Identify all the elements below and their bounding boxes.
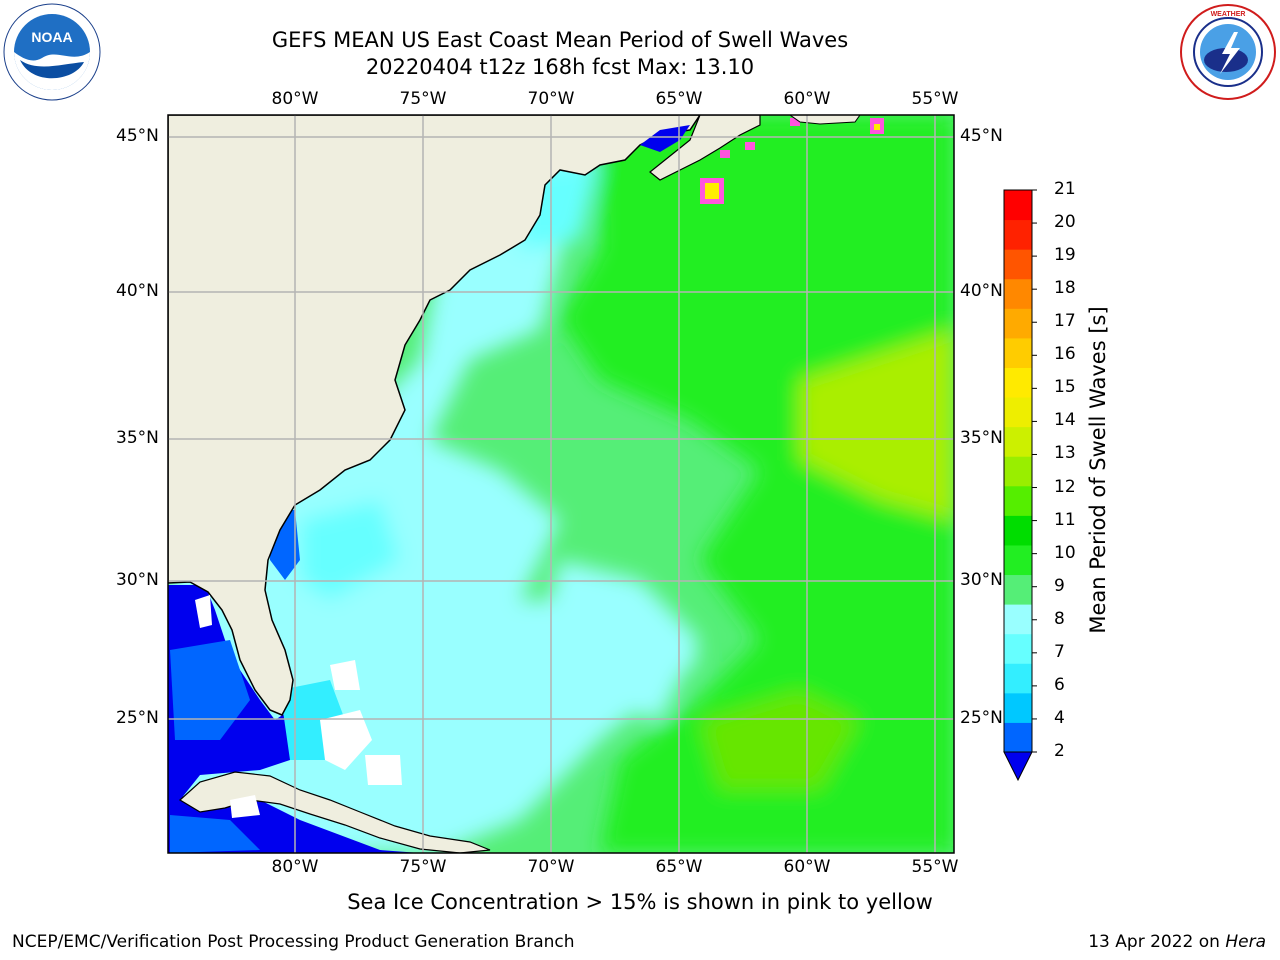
colorbar-swatch [1004,308,1032,339]
sea-ice-note: Sea Ice Concentration > 15% is shown in … [347,890,933,914]
lat-label-right: 25°N [960,708,1003,728]
lat-label-left: 35°N [116,428,159,448]
host-name: Hera [1225,932,1266,952]
chart-subtitle: 20220404 t12z 168h fcst Max: 13.10 [365,55,755,79]
colorbar-tick-label: 21 [1054,179,1076,199]
map-frame [167,114,955,854]
lon-label-top: 80°W [271,89,319,109]
lon-label-top: 60°W [783,89,831,109]
colorbar-tick-label: 18 [1054,278,1076,299]
colorbar-tick-label: 12 [1054,476,1076,497]
lat-label-left: 25°N [116,708,159,728]
colorbar-frame [1003,189,1033,753]
colorbar-swatch [1004,604,1032,635]
lat-label-right: 35°N [960,428,1003,448]
lon-label-bottom: 80°W [271,857,319,877]
lat-label-left: 40°N [116,281,159,301]
land-nova-scotia [649,115,761,181]
lat-label-right: 45°N [960,126,1003,146]
nws-logo: WEATHER [1178,2,1278,102]
colorbar-swatch [1004,574,1032,605]
ocean-field-10-11 [560,115,954,853]
svg-text:WEATHER: WEATHER [1211,11,1246,18]
lon-label-top: 70°W [527,89,575,109]
colorbar-swatch [1004,663,1032,694]
colorbar-swatch [1004,633,1032,664]
colorbar-tick-label: 11 [1054,509,1076,530]
colorbar-swatch [1004,397,1032,428]
colorbar-tick-label: 10 [1054,542,1076,563]
colorbar-swatch [1004,544,1032,576]
lon-label-bottom: 75°W [399,857,447,877]
noaa-logo: NOAA [2,2,102,102]
lon-label-bottom: 70°W [527,857,575,877]
graticule [168,115,954,853]
lat-label-right: 40°N [960,281,1003,301]
colorbar-tick-label: 2 [1054,741,1065,761]
colorbar-tick-label: 4 [1054,707,1065,728]
gulf-2-4 [170,640,250,740]
lon-label-top: 55°W [911,89,959,109]
colorbar-swatch [1004,219,1032,250]
colorbar-swatch [1004,456,1032,487]
colorbar-tick-label: 7 [1054,641,1065,662]
colorbar-tick-label: 16 [1054,344,1076,365]
colorbar-swatch [1004,278,1032,309]
date-text: 13 Apr 2022 on [1088,932,1220,952]
lat-label-right: 30°N [960,570,1003,590]
land-north-america [168,115,701,716]
colorbar-tick-label: 19 [1054,245,1076,266]
colorbar [1003,189,1037,782]
map-field [168,115,954,853]
colorbar-tick-label: 17 [1054,311,1076,332]
noaa-logo-text: NOAA [31,29,72,45]
colorbar-title: Mean Period of Swell Waves [s] [1086,306,1110,634]
colorbar-swatch [1004,692,1032,723]
lon-label-bottom: 60°W [783,857,831,877]
colorbar-swatch [1004,426,1032,457]
colorbar-tick-label: 14 [1054,410,1076,431]
colorbar-tick-label: 20 [1054,212,1076,233]
colorbar-tick-label: 13 [1054,443,1076,464]
colorbar-swatch [1004,515,1032,546]
chart-title: GEFS MEAN US East Coast Mean Period of S… [271,28,849,52]
colorbar-swatch [1004,485,1032,516]
colorbar-swatch [1004,190,1032,221]
lat-label-left: 30°N [116,570,159,590]
lat-label-left: 45°N [116,126,159,146]
colorbar-tick-label: 15 [1054,377,1076,398]
colorbar-swatch [1004,722,1032,753]
credit-text: NCEP/EMC/Verification Post Processing Pr… [12,932,575,952]
colorbar-tick-label: 9 [1054,575,1065,596]
colorbar-swatch [1004,367,1032,398]
lon-label-top: 65°W [655,89,703,109]
lon-label-bottom: 65°W [655,857,703,877]
lon-label-bottom: 55°W [911,857,959,877]
date-stamp: 13 Apr 2022 on Hera [1088,932,1266,952]
colorbar-under-arrow [1003,751,1033,782]
ocean-field-12-13 [800,330,954,520]
colorbar-tick-label: 6 [1054,674,1065,695]
colorbar-swatch [1004,337,1032,368]
land-cuba [178,771,491,853]
lon-label-top: 75°W [399,89,447,109]
bahamas-shoals [320,710,372,770]
ocean-field-11-12 [700,690,860,790]
colorbar-swatch [1004,249,1032,280]
colorbar-tick-label: 8 [1054,608,1065,629]
